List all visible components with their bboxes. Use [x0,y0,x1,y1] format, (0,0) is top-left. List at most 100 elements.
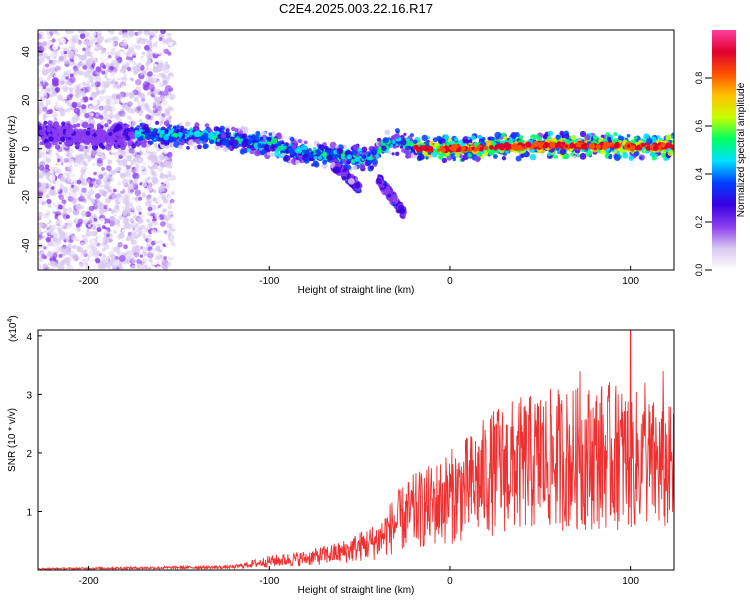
spectrogram-cell [402,126,408,132]
spectrogram-cell [43,217,50,224]
spectrogram-cell [76,101,81,107]
spectrogram-cell [61,166,67,172]
spectrogram-cell [158,162,165,169]
spectrogram-cell [48,116,54,122]
spectrogram-cell [57,215,63,221]
spectrogram-cell [315,167,322,174]
spectrogram-cell [194,106,199,110]
spectrogram-cell [61,246,68,253]
spectrogram-cell [168,54,176,62]
spectrogram-cell [147,251,154,259]
spectrogram-cell [111,94,116,99]
spectrogram-cell [138,263,145,270]
spectrogram-cell [43,209,48,214]
spectrogram-cell [81,104,87,110]
spectrogram-cell [197,254,203,260]
spectrogram-cell [152,197,157,202]
spectrogram-cell [199,189,204,194]
spectrogram-cell [84,50,91,57]
spectrogram-cell [197,112,205,119]
spectrogram-cell [221,120,225,124]
spectrogram-cell [214,80,221,88]
spectrogram-cell [69,89,74,94]
spectrogram-cell [192,217,198,223]
spectrogram-cell [59,182,63,187]
spectrogram-cell [163,256,168,260]
spectrogram-cell [260,218,265,223]
spectrogram-cell [215,192,222,199]
spectrogram-cell [171,179,177,186]
spectrogram-cell [222,199,227,204]
spectrogram-cell [105,186,110,191]
spectrogram-cell [86,80,91,85]
spectrogram-cell [38,152,42,159]
spectrogram-cell [121,228,127,234]
spectrogram-cell [39,171,45,177]
spectrogram-cell [113,212,117,216]
spectrogram-cell [252,165,257,170]
spectrogram-cell [72,253,79,261]
spectrogram-cell [131,181,139,188]
spectrogram-cell [87,51,92,56]
spectrogram-cell [90,91,97,99]
spectrogram-cell [163,175,169,180]
spectrogram-cell [111,59,118,66]
spectrogram-cell [154,143,158,147]
spectrogram-cell [101,247,106,252]
spectrogram-cell [49,207,53,212]
spectrogram-cell [78,255,84,261]
spectrogram-cell [97,262,104,270]
spectrogram-cell [199,69,206,77]
spectrogram-cell [251,193,256,198]
spectrogram-cell [96,160,104,167]
spectrogram-cell [67,207,73,213]
spectrogram-cell [241,61,245,66]
spectrogram-cell [160,221,166,227]
spectrogram-cell [46,198,52,205]
spectrogram-cell [209,213,215,219]
spectrogram-cell [179,49,186,56]
spectrogram-cell [107,265,112,270]
spectrogram-cell [48,216,52,221]
spectrogram-cell [271,118,276,124]
spectrogram-cell [99,209,104,215]
spectrogram-cell [67,101,72,107]
spectrogram-cell [70,197,75,202]
spectrogram-cell [126,173,132,179]
spectrogram-cell [50,260,56,267]
spectrogram-cell [84,249,88,253]
spectrogram-cell [274,228,279,233]
spectrogram-cell [91,99,98,106]
spectrogram-cell [90,112,94,117]
spectrogram-cell [149,249,155,255]
spectrogram-cell [164,215,171,222]
spectrogram-cell [128,202,134,208]
spectrogram-cell [118,186,124,192]
spectrogram-cell [242,94,247,99]
spectrogram-cell [42,31,47,36]
spectrogram-cell [104,123,109,128]
spectrogram-cell [203,76,209,83]
spectrogram-cell [39,141,44,146]
spectrogram-cell [136,259,142,264]
spectrogram-cell [171,258,179,265]
spectrogram-cell [98,189,104,195]
spectrogram-cell [142,38,149,45]
spectrogram-cell [152,90,158,96]
spectrogram-cell [69,93,73,98]
spectrogram-cell [87,66,93,73]
spectrogram-cell [87,170,93,176]
spectrogram-cell [271,81,275,85]
spectrogram-cell [70,258,76,264]
spectrogram-cell [105,181,111,186]
spectrogram-cell [168,32,172,37]
spectrogram-cell [43,246,47,250]
spectrogram-cell [101,167,105,171]
spectrogram-cell [135,205,142,212]
spectrogram-cell [83,70,91,78]
spectrogram-cell [232,226,237,230]
spectrogram-cell [66,265,74,270]
spectrogram-cell [236,69,241,75]
spectrogram-cell [127,72,133,79]
spectrogram-cell [206,200,210,204]
